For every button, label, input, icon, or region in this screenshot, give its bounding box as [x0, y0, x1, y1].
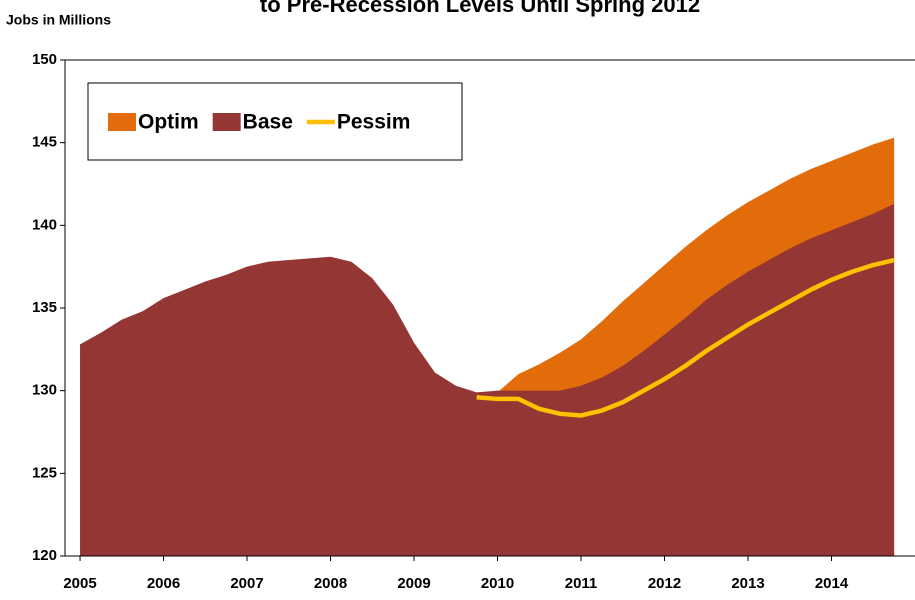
x-tick-label: 2013 [731, 575, 764, 592]
legend-swatch [212, 113, 241, 131]
y-tick-label: 125 [32, 464, 57, 481]
x-tick-label: 2011 [565, 575, 598, 592]
x-tick-label: 2008 [314, 575, 347, 592]
y-tick-label: 150 [32, 51, 57, 68]
x-tick-label: 2006 [147, 575, 180, 592]
y-tick-label: 140 [32, 216, 57, 233]
x-tick-label: 2005 [63, 575, 96, 592]
legend-label: Optim [138, 111, 199, 134]
x-tick-label: 2014 [815, 575, 849, 592]
legend-swatch [108, 113, 136, 131]
legend-label: Base [243, 111, 293, 134]
y-tick-label: 145 [32, 134, 57, 151]
x-tick-label: 2007 [230, 575, 263, 592]
line [476, 257, 895, 418]
y-tick-label: 120 [32, 547, 57, 564]
x-tick-label: 2012 [648, 575, 681, 592]
y-tick-label: 135 [32, 299, 57, 316]
chart-title: to Pre-Recession Levels Until Spring 201… [260, 0, 700, 17]
legend-label: Pessim [337, 111, 411, 134]
y-axis-label: Jobs in Millions [6, 12, 111, 28]
x-tick-label: 2009 [397, 575, 430, 592]
y-tick-label: 130 [32, 382, 57, 399]
area [80, 203, 895, 556]
x-tick-label: 2010 [481, 575, 514, 592]
legend-box [87, 82, 463, 161]
